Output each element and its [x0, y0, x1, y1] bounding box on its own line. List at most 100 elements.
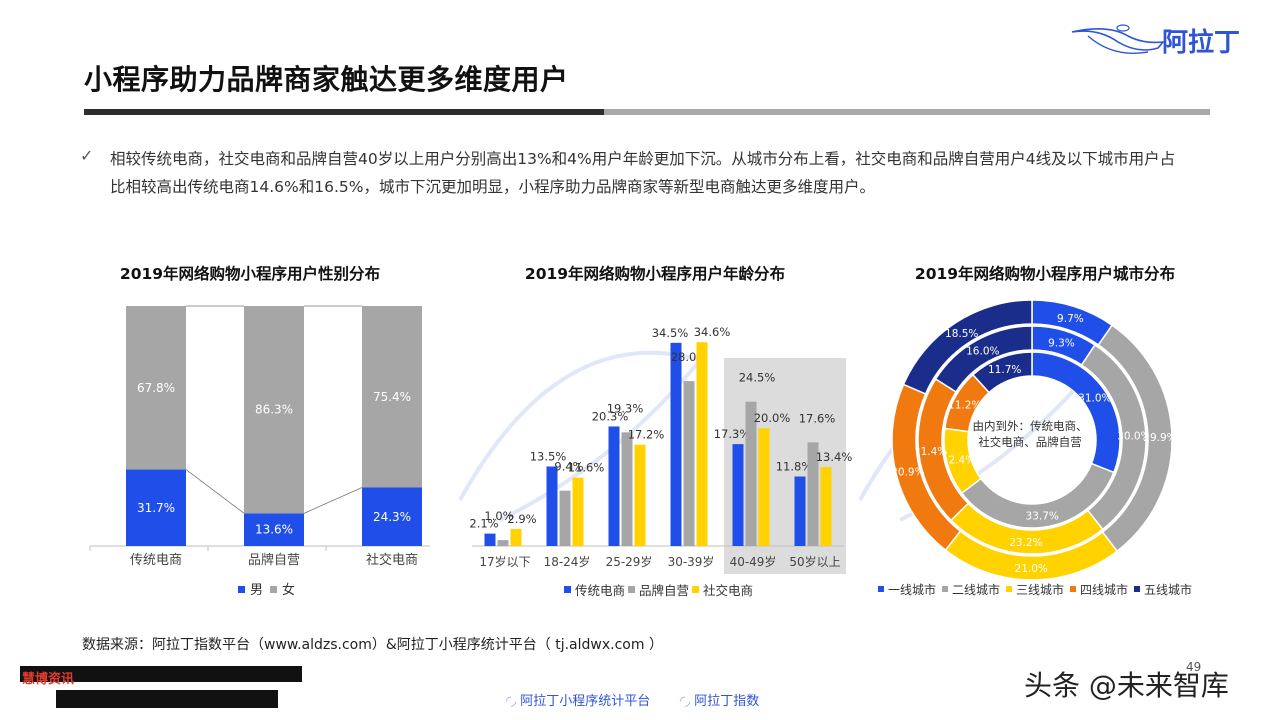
footer-logo-1: ◜◞ 阿拉丁小程序统计平台	[506, 690, 650, 709]
lamp-logo-icon	[1071, 24, 1165, 54]
gender-chart: 31.7% 67.8% 传统电商 13.6% 86.3% 品牌自营 24.3% 75.4% 社交…	[89, 305, 430, 598]
footer-logo-2-text: 阿拉丁指数	[694, 694, 760, 709]
data-label-社交电商-二线城市: 30.0%	[1117, 431, 1150, 443]
x-tick-label: 17岁以下	[479, 554, 530, 569]
data-label-品牌自营-二线城市: 29.9%	[1143, 432, 1176, 444]
chart-title-city: 2019年网络购物小程序用户城市分布	[914, 265, 1176, 283]
legend-swatch-四线城市	[1070, 586, 1076, 592]
bar-男-社交电商	[362, 487, 422, 546]
data-label-品牌自营-50岁以上: 17.6%	[799, 411, 836, 425]
data-label-传统电商-四线城市: 11.2%	[948, 400, 981, 412]
data-label-社交电商-25-29岁: 17.2%	[628, 428, 665, 442]
data-label-传统电商-25-29岁: 20.3%	[592, 409, 629, 423]
data-label-男-传统电商: 31.7%	[137, 501, 175, 515]
x-tick-label: 品牌自营	[248, 552, 300, 568]
bar-传统电商-30-39岁	[670, 342, 682, 546]
x-tick-label: 40-49岁	[730, 554, 777, 569]
lamp-small-icon: ◜◞	[506, 694, 517, 709]
data-label-女-品牌自营: 86.3%	[255, 403, 293, 417]
legend-swatch-女	[270, 586, 277, 593]
bar-男-传统电商	[126, 469, 186, 546]
data-label-传统电商-40-49岁: 17.3%	[714, 427, 751, 441]
bar-品牌自营-30-39岁	[683, 381, 695, 546]
bar-传统电商-25-29岁	[608, 426, 620, 546]
legend-label-五线城市: 五线城市	[1144, 582, 1192, 597]
bar-品牌自营-50岁以上	[807, 442, 819, 546]
legend-label-男: 男	[250, 583, 263, 598]
chart-title-gender: 2019年网络购物小程序用户性别分布	[119, 265, 381, 283]
legend-label-三线城市: 三线城市	[1016, 582, 1064, 597]
data-label-传统电商-一线城市: 31.0%	[1078, 392, 1111, 404]
data-label-社交电商-17岁以下: 2.9%	[507, 512, 536, 526]
bar-社交电商-50岁以上	[820, 467, 832, 546]
brand-logo-text: 阿拉丁	[1162, 28, 1241, 58]
title-underline-dark	[84, 109, 604, 115]
data-label-社交电商-18-24岁: 11.6%	[568, 461, 605, 475]
data-label-品牌自营-25-29岁: 19.3%	[607, 401, 644, 415]
data-label-社交电商-40-49岁: 20.0%	[754, 411, 791, 425]
x-tick-label: 30-39岁	[668, 554, 715, 569]
data-label-男-社交电商: 24.3%	[373, 510, 411, 524]
center-text-line-1: 由内到外：传统电商、	[973, 419, 1088, 433]
data-label-传统电商-17岁以下: 2.1%	[469, 517, 498, 531]
x-tick-label: 传统电商	[130, 553, 182, 568]
page-title: 小程序助力品牌商家触达更多维度用户	[84, 63, 569, 96]
bar-男-品牌自营	[244, 513, 304, 546]
redacted-bar-2	[56, 690, 278, 708]
data-label-传统电商-三线城市: 12.4%	[942, 454, 975, 466]
legend-swatch-二线城市	[942, 586, 948, 592]
data-label-品牌自营-18-24岁: 9.4%	[554, 460, 583, 474]
checkmark-icon: ✓	[80, 146, 94, 165]
center-text-line-2: 社交电商、品牌自营	[978, 435, 1082, 449]
bar-女-品牌自营	[244, 306, 304, 514]
connector-line	[303, 487, 363, 514]
footer-red-label: 慧博资讯	[22, 672, 75, 687]
data-label-女-传统电商: 67.8%	[137, 381, 175, 395]
legend-label-品牌自营: 品牌自营	[639, 583, 689, 598]
data-label-社交电商-一线城市: 9.3%	[1048, 337, 1075, 349]
connector-line	[185, 469, 245, 514]
legend-swatch-品牌自营	[628, 586, 635, 593]
data-label-社交电商-30-39岁: 34.6%	[694, 325, 731, 339]
x-tick-label: 50岁以上	[789, 554, 840, 569]
chart-title-age: 2019年网络购物小程序用户年龄分布	[524, 265, 786, 283]
legend-swatch-一线城市	[878, 586, 884, 592]
data-label-品牌自营-17岁以下: 1.0%	[484, 509, 513, 523]
legend-swatch-五线城市	[1134, 586, 1140, 592]
bar-品牌自营-25-29岁	[621, 432, 633, 546]
bar-传统电商-17岁以下	[484, 533, 496, 546]
legend-swatch-三线城市	[1006, 586, 1012, 592]
x-tick-label: 社交电商	[366, 552, 418, 568]
slice-传统电商-五线城市	[971, 351, 1033, 394]
bar-社交电商-40-49岁	[758, 428, 770, 546]
legend-swatch-男	[238, 586, 245, 593]
redacted-bar	[20, 666, 302, 682]
bar-女-传统电商	[126, 306, 186, 470]
data-label-品牌自营-一线城市: 9.7%	[1057, 313, 1084, 325]
data-label-传统电商-50岁以上: 11.8%	[776, 460, 813, 474]
watermark-brand-text: 头条 @未来智库	[1024, 669, 1229, 702]
page-number: 49	[1186, 660, 1202, 674]
slice-品牌自营-五线城市	[902, 300, 1033, 395]
data-label-男-品牌自营: 13.6%	[255, 523, 293, 537]
bar-女-社交电商	[362, 306, 422, 488]
legend-label-社交电商: 社交电商	[703, 583, 753, 598]
bar-传统电商-50岁以上	[794, 476, 806, 546]
footer-logo-1-text: 阿拉丁小程序统计平台	[520, 694, 651, 709]
bar-品牌自营-18-24岁	[559, 490, 571, 546]
legend-label-女: 女	[282, 582, 295, 598]
bar-品牌自营-40-49岁	[745, 401, 757, 546]
bar-社交电商-18-24岁	[572, 477, 584, 546]
description-line-1: 相较传统电商，社交电商和品牌自营40岁以上用户分别高出13%和4%用户年龄更加下…	[110, 150, 1176, 168]
city-chart: 31.0% 33.7% 12.4% 11.2% 11.7% 9.3% 30.0% 23.2% 2…	[878, 300, 1192, 597]
data-label-品牌自营-三线城市: 21.0%	[1015, 563, 1048, 575]
data-label-品牌自营-五线城市: 18.5%	[945, 328, 978, 340]
data-label-传统电商-30-39岁: 34.5%	[652, 326, 689, 340]
x-tick-label: 18-24岁	[544, 554, 591, 569]
footer-logo-2: ◜◞ 阿拉丁指数	[680, 690, 759, 709]
data-source-note: 数据来源：阿拉丁指数平台（www.aldzs.com）&阿拉丁小程序统计平台（ …	[82, 637, 663, 653]
data-label-传统电商-五线城市: 11.7%	[988, 364, 1021, 376]
data-label-社交电商-50岁以上: 13.4%	[816, 450, 853, 464]
legend-swatch-社交电商	[692, 586, 699, 593]
legend-label-一线城市: 一线城市	[888, 582, 936, 597]
